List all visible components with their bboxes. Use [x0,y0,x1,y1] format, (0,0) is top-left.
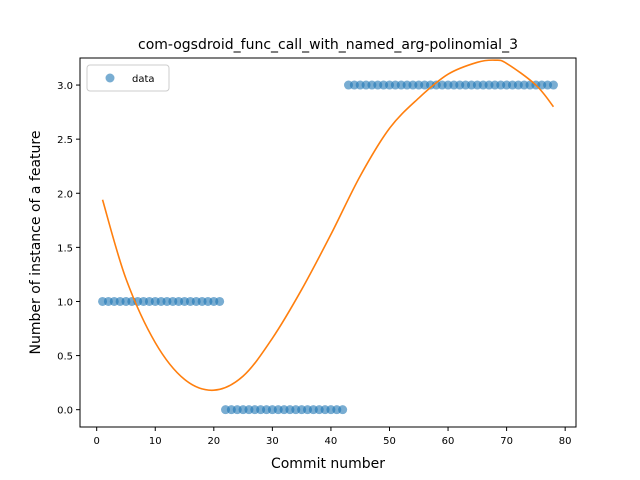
legend-label-data: data [132,74,155,85]
x-tick-label: 50 [383,436,396,447]
y-tick-label: 0.5 [57,352,73,363]
data-point [338,405,348,415]
y-tick-label: 2.0 [57,189,73,200]
y-tick-label: 0.0 [57,406,73,417]
x-axis-label: Commit number [271,456,385,472]
axes-frame [79,57,577,428]
plot-area [98,59,558,415]
x-tick-label: 30 [266,436,279,447]
chart-title: com-ogsdroid_func_call_with_named_arg-po… [138,37,518,53]
legend-box [86,64,170,92]
x-tick-label: 0 [94,436,100,447]
y-tick-label: 1.0 [57,297,73,308]
axis-ticks: 0 10 20 30 40 50 60 70 80 0.0 0.5 1.0 1.5 2.0 2.5 3.0 [57,81,571,447]
data-point [548,80,558,90]
legend-marker-data [105,73,115,83]
y-tick-label: 1.5 [57,243,73,254]
y-axis-label: Number of instance of a feature [28,131,44,355]
y-tick-label: 3.0 [57,81,73,92]
x-tick-label: 10 [149,436,162,447]
x-tick-label: 20 [207,436,220,447]
y-tick-label: 2.5 [57,135,73,146]
legend: data [86,64,170,92]
x-tick-label: 70 [500,436,513,447]
x-tick-label: 60 [442,436,455,447]
fit-line [101,59,555,392]
data-point [215,296,225,306]
x-tick-label: 80 [559,436,572,447]
x-tick-label: 40 [325,436,338,447]
